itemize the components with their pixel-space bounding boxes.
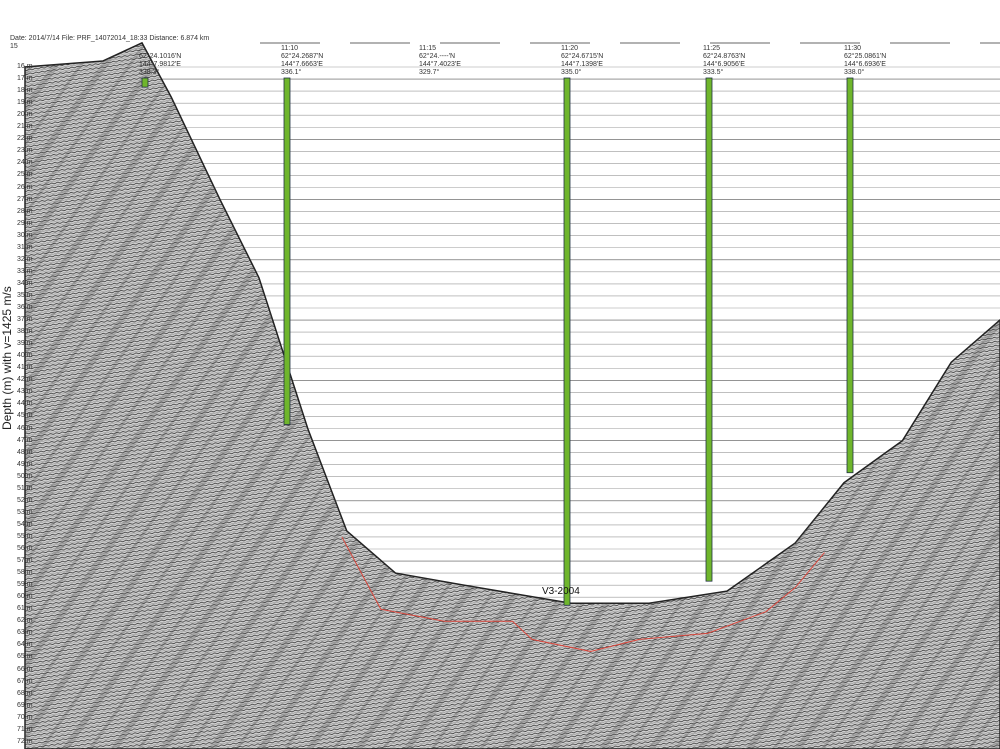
marker-lat: 62°24.----'N [419, 53, 456, 60]
y-tick-label: 36 m [17, 304, 33, 311]
y-tick-label: 18 m [17, 87, 33, 95]
marker-lat: 62°24.1016'N [139, 53, 182, 60]
marker-time: 11:10 [281, 45, 298, 52]
y-tick-label: 27 m [17, 195, 33, 203]
y-tick-label: 25 m [17, 171, 33, 179]
y-tick-label: 66 m [17, 665, 33, 673]
y-tick-label: 31 m [17, 243, 33, 251]
y-tick-label: 38 m [17, 328, 33, 336]
y-tick-label: 16 m [17, 63, 33, 70]
y-tick-label: 41 m [17, 364, 33, 372]
position-marker-bar [705, 77, 713, 582]
y-axis-label: Depth (m) with v=1425 m/s [0, 286, 14, 430]
red-horizon-line [341, 536, 825, 652]
y-tick-label: 70 m [17, 713, 33, 721]
y-tick-label: 72 m [17, 737, 33, 745]
y-tick-label: 17 m [17, 75, 33, 83]
y-tick-label: 30 m [17, 231, 33, 239]
y-tick-label: 44 m [17, 400, 33, 408]
core-label: V3-2004 [542, 586, 580, 597]
y-tick-label: 49 m [17, 460, 33, 468]
y-tick-label: 53 m [17, 508, 33, 516]
position-marker-bar [846, 77, 854, 474]
y-tick-label: 21 m [17, 123, 33, 131]
y-tick-label: 58 m [17, 569, 33, 577]
marker-lon: 144°6.9056'E [703, 61, 745, 68]
y-tick-label: 46 m [17, 424, 33, 432]
marker-time: 11:20 [561, 45, 578, 52]
y-tick-label: 65 m [17, 653, 33, 661]
marker-lon: 144°7.1398'E [561, 61, 603, 68]
y-tick-label: 32 m [17, 255, 33, 263]
y-tick-label: 57 m [17, 557, 33, 565]
y-tick-label: 67 m [17, 677, 33, 685]
y-tick-label: 51 m [17, 484, 33, 492]
y-tick-label: 64 m [17, 641, 33, 649]
marker-lat: 62°24.2687'N [281, 53, 324, 60]
y-tick-label: 39 m [17, 340, 33, 348]
y-tick-label: 37 m [17, 316, 33, 324]
y-tick-label: 61 m [17, 605, 33, 613]
y-tick-label: 69 m [17, 701, 33, 709]
y-tick-label: 26 m [17, 183, 33, 191]
y-tick-label: 23 m [17, 147, 33, 155]
y-tick-label: 33 m [17, 267, 33, 275]
marker-lon: 144°7.9812'E [139, 61, 181, 68]
position-marker-label: 11:15 62°24.----'N 144°7.4023'E 329.7° [419, 45, 461, 77]
marker-heading: 329.7° [419, 69, 440, 76]
y-tick-label: 63 m [17, 629, 33, 637]
marker-heading: 336.1° [281, 69, 302, 76]
file-info-2: 15 [10, 43, 18, 50]
marker-heading: 338.3° [139, 69, 160, 76]
y-tick-label: 59 m [17, 581, 33, 589]
marker-time: 11:30 [844, 45, 861, 52]
marker-lat: 62°24.8763'N [703, 53, 746, 60]
marker-heading: 338.0° [844, 69, 865, 76]
y-tick-label: 54 m [17, 520, 33, 528]
y-tick-label: 34 m [17, 279, 33, 287]
marker-time: 11:25 [703, 45, 720, 52]
marker-lon: 144°6.6936'E [844, 61, 886, 68]
position-marker-bar [283, 77, 291, 425]
position-marker-bar [141, 77, 149, 88]
y-tick-label: 45 m [17, 412, 33, 420]
marker-heading: 335.0° [561, 69, 582, 76]
position-marker-bar [563, 77, 571, 606]
y-tick-label: 47 m [17, 436, 33, 444]
marker-heading: 333.5° [703, 69, 724, 76]
y-tick-label: 71 m [17, 725, 33, 733]
position-marker-label: 62°24.1016'N 144°7.9812'E 338.3° [139, 53, 181, 77]
y-tick-label: 42 m [17, 376, 33, 384]
y-tick-label: 48 m [17, 448, 33, 456]
marker-time: 11:15 [419, 45, 436, 52]
marker-lon: 144°7.4023'E [419, 61, 461, 68]
y-tick-label: 20 m [17, 111, 33, 119]
y-tick-label: 56 m [17, 545, 33, 552]
y-tick-label: 28 m [17, 207, 33, 215]
y-tick-label: 22 m [17, 135, 33, 143]
position-marker-label: 11:30 62°25.0861'N 144°6.6936'E 338.0° [844, 45, 886, 77]
position-marker-label: 11:20 62°24.6715'N 144°7.1398'E 335.0° [561, 45, 603, 77]
y-tick-label: 24 m [17, 159, 33, 167]
y-tick-label: 60 m [17, 593, 33, 601]
sediment-streaks [25, 42, 1000, 749]
y-tick-label: 52 m [17, 496, 33, 504]
file-info: Date: 2014/7/14 File: PRF_14072014_18:33… [10, 35, 210, 42]
y-tick-label: 35 m [17, 291, 33, 299]
position-marker-label: 11:10 62°24.2687'N 144°7.6663'E 336.1° [281, 45, 323, 77]
y-tick-label: 68 m [17, 689, 33, 697]
marker-lat: 62°24.6715'N [561, 53, 604, 60]
position-marker-label: 11:25 62°24.8763'N 144°6.9056'E 333.5° [703, 45, 745, 77]
marker-lat: 62°25.0861'N [844, 53, 887, 60]
y-tick-label: 29 m [17, 219, 33, 227]
y-tick-label: 62 m [17, 617, 33, 625]
y-tick-label: 55 m [17, 532, 33, 540]
y-tick-label: 40 m [17, 352, 33, 360]
y-tick-label: 43 m [17, 388, 33, 396]
marker-lon: 144°7.6663'E [281, 61, 323, 68]
y-tick-label: 19 m [17, 99, 33, 107]
y-tick-label: 50 m [17, 472, 33, 480]
